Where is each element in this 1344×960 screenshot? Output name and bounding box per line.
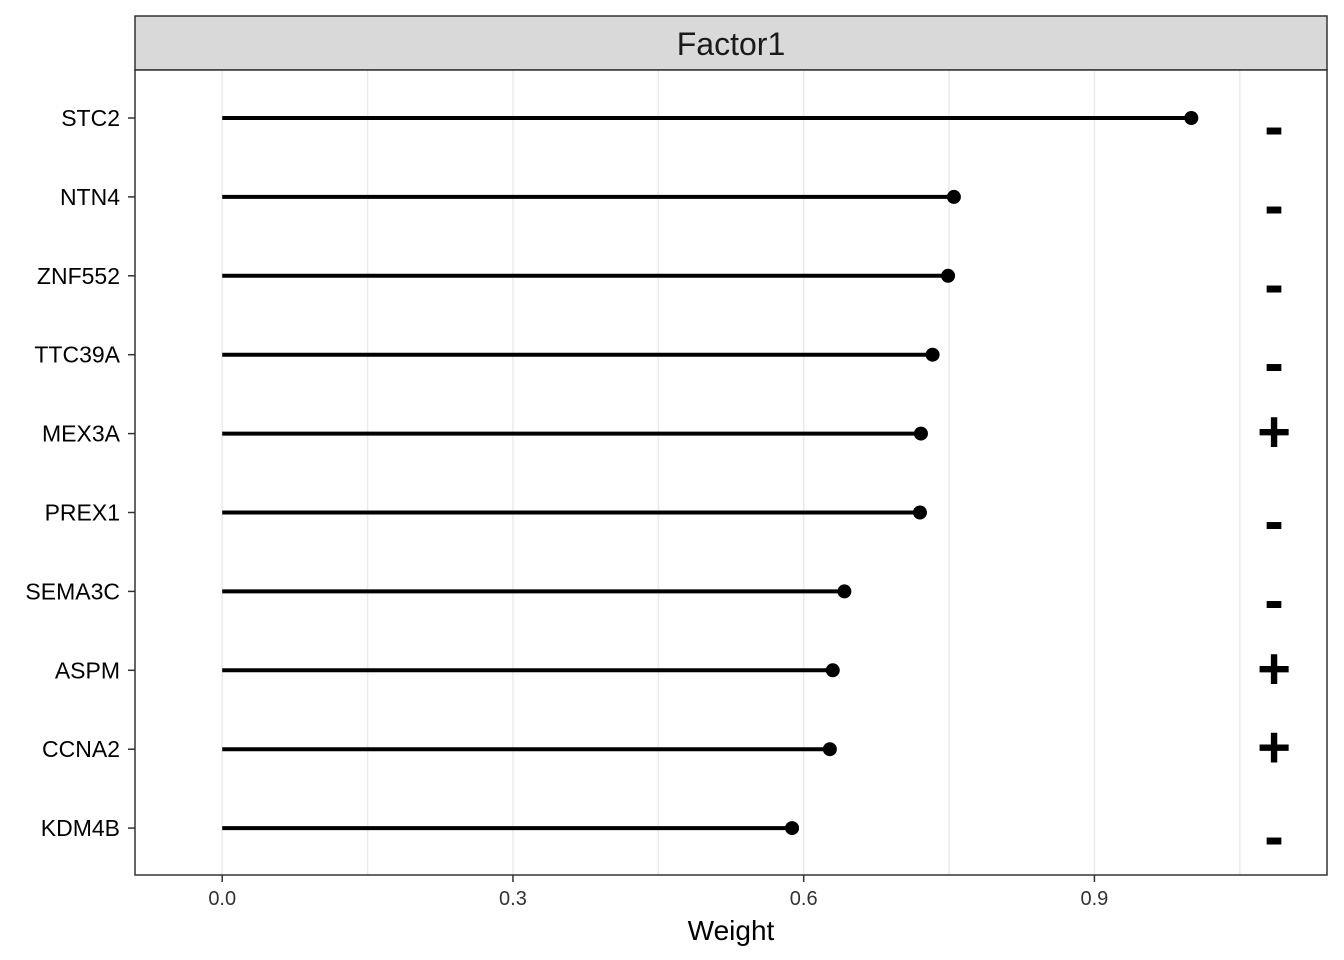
x-tick-label-1: 0.3: [499, 888, 527, 910]
lollipop-marks: [222, 111, 1199, 836]
sign-ccna2: +: [1257, 715, 1291, 780]
gene-labels: STC2 NTN4 ZNF552 TTC39A MEX3A PREX1 SEMA3C ASPM…: [25, 105, 120, 841]
point-ttc39a: [925, 347, 940, 362]
sign-ttc39a: -: [1264, 331, 1283, 396]
point-ntn4: [946, 189, 961, 204]
x-tick-label-3: 0.9: [1081, 888, 1109, 910]
x-axis: 0.0 0.3 0.6 0.9: [128, 117, 1109, 910]
point-aspm: [825, 663, 840, 678]
sign-znf552: -: [1264, 252, 1283, 317]
facet-label: Factor1: [677, 26, 785, 62]
sign-kdm4b: -: [1264, 804, 1283, 869]
sign-stc2: -: [1264, 94, 1283, 159]
sign-ntn4: -: [1264, 173, 1283, 238]
point-sema3c: [837, 584, 852, 599]
gene-label-ccna2: CCNA2: [42, 736, 120, 762]
gene-label-znf552: ZNF552: [37, 263, 120, 289]
gene-label-kdm4b: KDM4B: [41, 815, 120, 841]
point-ccna2: [822, 742, 837, 757]
facet-strip: [134, 15, 1328, 71]
sign-aspm: +: [1257, 636, 1291, 701]
gene-label-prex1: PREX1: [45, 500, 120, 526]
sign-mex3a: +: [1257, 400, 1291, 465]
sign-prex1: -: [1264, 489, 1283, 554]
point-mex3a: [913, 426, 928, 441]
x-axis-title: Weight: [688, 915, 775, 946]
point-stc2: [1184, 111, 1199, 125]
sign-sema3c: -: [1264, 567, 1283, 632]
x-tick-label-0: 0.0: [208, 888, 236, 910]
x-tick-label-2: 0.6: [790, 888, 818, 910]
gene-label-ntn4: NTN4: [60, 184, 120, 210]
point-znf552: [941, 268, 956, 283]
gene-label-sema3c: SEMA3C: [25, 578, 120, 604]
gene-label-mex3a: MEX3A: [42, 421, 121, 447]
gene-label-stc2: STC2: [61, 105, 120, 131]
plot-panel: [135, 70, 1327, 875]
gene-label-aspm: ASPM: [55, 657, 120, 683]
plot-panel-border: [134, 69, 1328, 876]
point-kdm4b: [785, 821, 800, 836]
point-prex1: [912, 505, 927, 520]
sign-labels: ----+--++-: [1257, 94, 1291, 869]
grid-lines: [221, 70, 1241, 875]
gene-label-ttc39a: TTC39A: [34, 342, 120, 368]
